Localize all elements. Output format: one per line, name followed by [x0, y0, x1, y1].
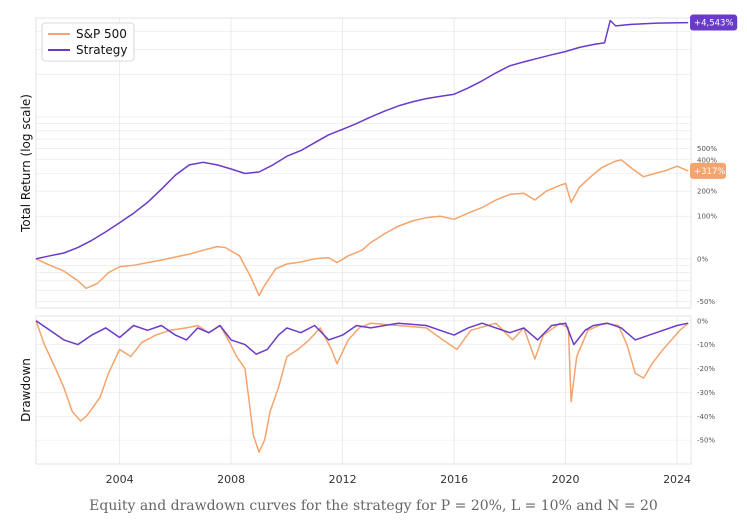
end-label-strategy: +4,543% [694, 19, 734, 29]
drawdown-y-tick-label: -10% [697, 341, 715, 349]
drawdown-gridlines [36, 316, 691, 464]
x-tick-label: 2012 [329, 473, 357, 486]
x-tick-label: 2004 [106, 473, 134, 486]
drawdown-y-tick-label: -50% [697, 437, 715, 445]
equity-end-labels: +317% +4,543% [690, 14, 738, 179]
x-tick-label: 2024 [663, 473, 691, 486]
equity-drawdown-chart: -50%0%100%200%300%400%500% +317%+4,543% … [19, 14, 738, 486]
drawdown-line-strategy [35, 320, 689, 355]
equity-y-tick-label: 0% [697, 255, 708, 263]
equity-plot-area [35, 17, 692, 309]
legend: S&P 500 Strategy [41, 22, 135, 62]
equity-y-tick-label: 500% [697, 145, 717, 153]
x-axis-ticks: 2004 2008 2012 2016 2020 2024 [106, 473, 691, 486]
legend-label-strategy: Strategy [76, 43, 127, 57]
equity-series [35, 19, 689, 297]
drawdown-y-tick-label: -20% [697, 365, 715, 373]
drawdown-y-ticks: 0% -10% -20% -30% -40% -50% [697, 317, 715, 444]
drawdown-y-tick-label: -40% [697, 413, 715, 421]
figure-caption: Equity and drawdown curves for the strat… [89, 498, 658, 514]
x-tick-label: 2016 [440, 473, 468, 486]
drawdown-series [35, 320, 689, 453]
equity-panel: -50%0%100%200%300%400%500% +317%+4,543% … [19, 14, 738, 309]
equity-y-tick-label: 400% [697, 156, 717, 164]
end-label-badge-strategy [690, 14, 738, 31]
end-label-badge-sp500 [690, 162, 726, 179]
equity-y-axis-label: Total Return (log scale) [19, 94, 33, 233]
drawdown-y-tick-label: -30% [697, 389, 715, 397]
drawdown-line-sp500 [35, 320, 689, 453]
equity-y-tick-label: 100% [697, 213, 717, 221]
x-tick-label: 2008 [217, 473, 245, 486]
end-label-sp500: +317% [694, 167, 725, 177]
legend-box [41, 22, 135, 62]
legend-label-sp500: S&P 500 [76, 27, 127, 41]
drawdown-panel: 0% -10% -20% -30% -40% -50% Drawdown [19, 315, 715, 465]
drawdown-y-tick-label: 0% [697, 317, 708, 325]
equity-line-strategy [35, 19, 689, 260]
drawdown-y-axis-label: Drawdown [19, 358, 33, 422]
equity-line-sp500 [35, 159, 689, 297]
equity-y-tick-label: 200% [697, 188, 717, 196]
equity-y-tick-label: -50% [697, 298, 715, 306]
drawdown-plot-area [35, 315, 692, 465]
x-tick-label: 2020 [552, 473, 580, 486]
equity-gridlines [36, 18, 691, 308]
